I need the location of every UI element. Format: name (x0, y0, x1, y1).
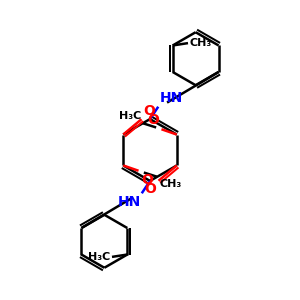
Text: CH₃: CH₃ (159, 179, 182, 189)
Text: HN: HN (117, 195, 141, 209)
Text: O: O (141, 173, 153, 187)
Text: HN: HN (159, 91, 183, 105)
Text: O: O (145, 182, 157, 196)
Text: O: O (143, 104, 155, 118)
Text: H₃C: H₃C (88, 252, 110, 262)
Text: H₃C: H₃C (118, 111, 141, 121)
Text: CH₃: CH₃ (190, 38, 212, 48)
Text: O: O (147, 113, 159, 127)
